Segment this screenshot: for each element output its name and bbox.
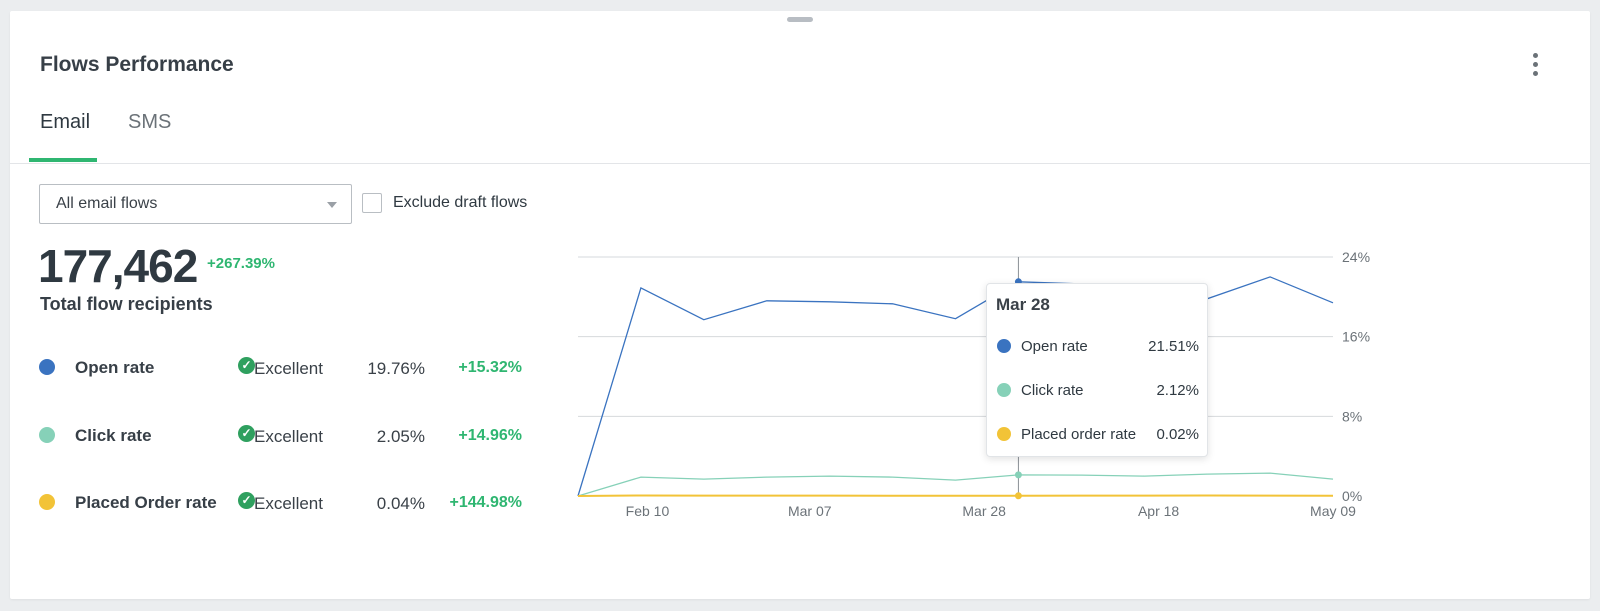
x-tick-label: Mar 28 <box>962 503 1006 519</box>
exclude-draft-checkbox[interactable] <box>362 193 382 213</box>
click-rate-legend-dot <box>39 427 55 443</box>
x-tick-label: Mar 07 <box>788 503 832 519</box>
kebab-menu-icon[interactable] <box>1530 53 1542 79</box>
metric-value: 2.05% <box>376 427 425 446</box>
metric-change: +144.98% <box>449 494 522 511</box>
check-circle-icon: ✓ <box>238 357 255 374</box>
series-line-placed-order-rate <box>577 494 1334 497</box>
metric-value: 19.76% <box>367 359 425 378</box>
metric-name: Open rate <box>75 358 155 377</box>
exclude-draft-label[interactable]: Exclude draft flows <box>393 194 528 211</box>
check-circle-icon: ✓ <box>238 425 255 442</box>
x-tick-label: Apr 18 <box>1138 503 1179 519</box>
tooltip-row-value: 21.51% <box>1148 338 1199 355</box>
tab-divider <box>10 163 1590 164</box>
y-tick-label: 16% <box>1342 329 1370 345</box>
metric-row-click-rate: Click rate ✓ Excellent 2.05% +14.96% <box>10 420 550 450</box>
metric-rating: Excellent <box>254 427 323 446</box>
tooltip-row-placed-order-rate: Placed order rate 0.02% <box>987 424 1209 448</box>
series-line-open-rate <box>577 276 1334 497</box>
hover-point-placed-order-rate <box>1014 492 1022 500</box>
metric-change: +14.96% <box>458 427 522 444</box>
metric-row-placed-order-rate: Placed Order rate ✓ Excellent 0.04% +144… <box>10 487 550 517</box>
active-tab-indicator <box>29 158 97 162</box>
metric-name: Placed Order rate <box>75 493 217 512</box>
y-tick-label: 0% <box>1342 488 1362 504</box>
x-tick-label: May 09 <box>1310 503 1356 519</box>
placed-order-rate-legend-dot <box>39 494 55 510</box>
tab-sms[interactable]: SMS <box>128 111 172 133</box>
metric-name: Click rate <box>75 426 152 445</box>
chart-tooltip: Mar 28 Open rate 21.51% Click rate 2.12%… <box>986 283 1208 457</box>
drag-handle[interactable] <box>787 17 813 22</box>
total-recipients-change: +267.39% <box>207 255 275 272</box>
check-circle-icon: ✓ <box>238 492 255 509</box>
tooltip-row-click-rate: Click rate 2.12% <box>987 380 1209 404</box>
y-tick-label: 24% <box>1342 249 1370 265</box>
widget-title: Flows Performance <box>40 53 234 76</box>
flow-select-value: All email flows <box>56 195 158 212</box>
flow-select[interactable]: All email flows <box>39 184 352 224</box>
x-tick-label: Feb 10 <box>626 503 670 519</box>
open-rate-dot-icon <box>997 339 1011 353</box>
metric-rating: Excellent <box>254 359 323 378</box>
performance-line-chart[interactable]: 24% 16% 8% 0% Feb 10 Mar 07 Mar 28 Apr 18 May 09 <box>10 11 1590 599</box>
chevron-down-icon <box>327 202 337 208</box>
hover-point-click-rate <box>1014 471 1022 479</box>
click-rate-dot-icon <box>997 383 1011 397</box>
y-tick-label: 8% <box>1342 408 1362 424</box>
metric-rating: Excellent <box>254 494 323 513</box>
tooltip-row-open-rate: Open rate 21.51% <box>987 336 1209 360</box>
metric-value: 0.04% <box>376 494 425 513</box>
total-recipients-value: 177,462 <box>38 240 198 292</box>
total-recipients-label: Total flow recipients <box>40 294 213 314</box>
tooltip-row-name: Click rate <box>1021 382 1084 399</box>
tooltip-row-value: 0.02% <box>1156 426 1199 443</box>
tab-email[interactable]: Email <box>40 111 91 133</box>
open-rate-legend-dot <box>39 359 55 375</box>
tooltip-row-name: Placed order rate <box>1021 426 1137 443</box>
tooltip-date: Mar 28 <box>996 295 1050 314</box>
placed-order-rate-dot-icon <box>997 427 1011 441</box>
flows-performance-card: Flows Performance Email SMS All email fl… <box>10 11 1590 599</box>
tooltip-row-value: 2.12% <box>1156 382 1199 399</box>
series-line-click-rate <box>577 472 1334 497</box>
metric-change: +15.32% <box>458 359 522 376</box>
metric-row-open-rate: Open rate ✓ Excellent 19.76% +15.32% <box>10 352 550 382</box>
tooltip-row-name: Open rate <box>1021 338 1088 355</box>
